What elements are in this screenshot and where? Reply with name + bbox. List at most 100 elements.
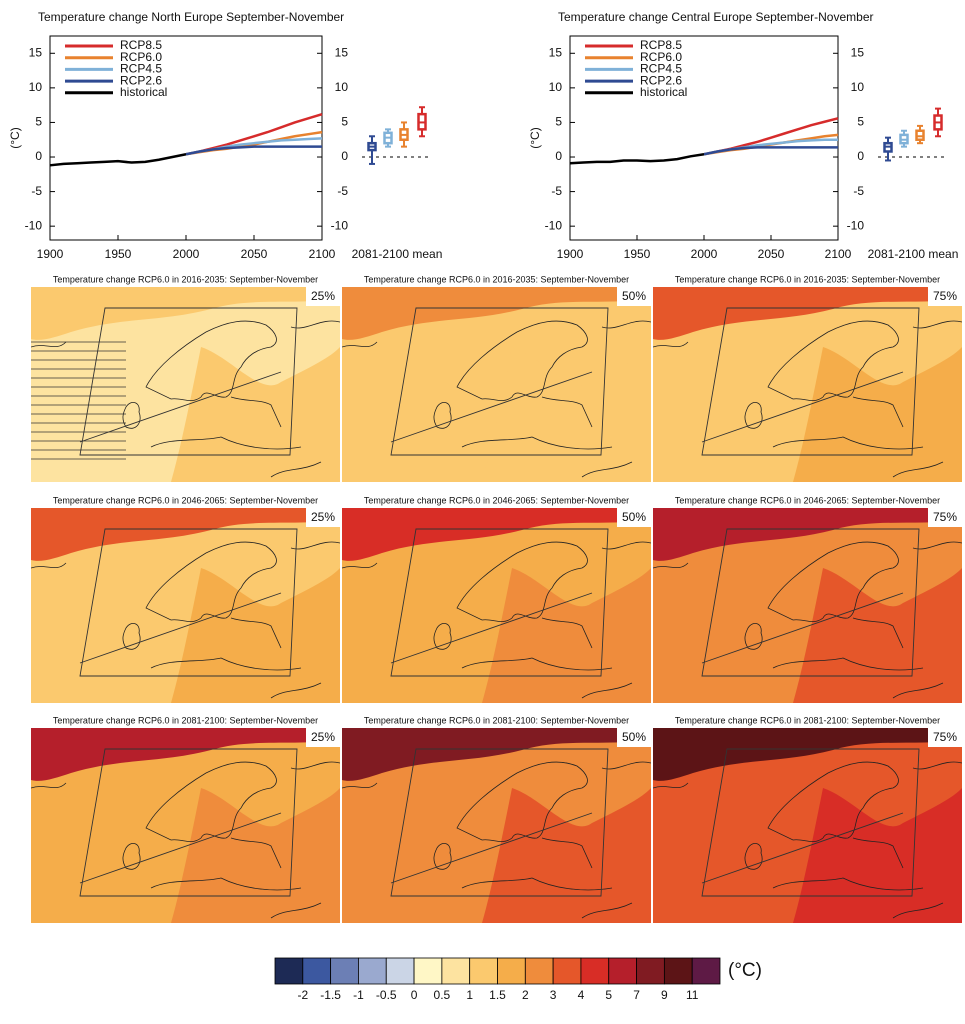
y-tick-label: 10 — [549, 80, 563, 94]
percentile-label: 75% — [933, 289, 957, 303]
legend-label: RCP8.5 — [120, 38, 162, 52]
map-east-region — [482, 347, 651, 482]
x-tick-label: 2000 — [173, 247, 200, 261]
map-north-band — [342, 728, 651, 781]
map-title: Temperature change RCP6.0 in 2016-2035: … — [364, 274, 629, 284]
map-title: Temperature change RCP6.0 in 2016-2035: … — [675, 274, 940, 284]
colorbar-tick-label: 1.5 — [489, 988, 506, 1002]
colorbar-swatch — [441, 957, 471, 985]
map-content — [31, 728, 340, 923]
colorbar-swatch — [274, 957, 304, 985]
coastline — [31, 761, 340, 919]
colorbar-swatch — [636, 957, 665, 985]
map-east-region — [793, 568, 962, 703]
map-title: Temperature change RCP6.0 in 2081-2100: … — [53, 715, 318, 725]
map-content — [31, 508, 340, 703]
map-content — [342, 728, 651, 923]
x-tick-label: 1900 — [37, 247, 64, 261]
colorbar-swatch — [691, 957, 721, 985]
coastline — [342, 320, 651, 478]
map-north-band — [653, 508, 962, 561]
percentile-box — [617, 508, 651, 527]
coastline — [342, 761, 651, 919]
colorbar-swatch — [358, 957, 387, 985]
colorbar-swatch — [580, 957, 610, 985]
region-box — [701, 307, 920, 456]
colorbar-unit: (°C) — [728, 960, 762, 981]
y2-tick-label: -5 — [337, 184, 348, 198]
region-box — [79, 528, 298, 677]
colorbar-swatch — [663, 957, 693, 985]
map-title: Temperature change RCP6.0 in 2046-2065: … — [364, 495, 629, 505]
region-divider — [701, 371, 904, 443]
colorbar-tick-label: -1.5 — [320, 988, 341, 1002]
coastline — [31, 541, 340, 699]
map-content — [342, 508, 651, 703]
map-north-band — [653, 728, 962, 781]
coastline — [31, 320, 340, 478]
y-tick-label: 0 — [35, 149, 42, 163]
map-panel: 75% — [653, 508, 962, 703]
y-tick-label: 0 — [555, 149, 562, 163]
map-north-band — [342, 508, 651, 561]
coastline — [653, 320, 962, 478]
percentile-label: 25% — [311, 510, 335, 524]
y2-tick-label: 10 — [851, 80, 865, 94]
x-tick-label: 2000 — [691, 247, 718, 261]
coastline — [653, 761, 962, 919]
region-divider — [390, 371, 593, 443]
x-tick-label: 2100 — [825, 247, 852, 261]
region-box — [390, 307, 609, 456]
map-east-region — [793, 347, 962, 482]
percentile-label: 50% — [622, 289, 646, 303]
colorbar-tick-label: 0.5 — [434, 988, 451, 1002]
coastline — [342, 541, 651, 699]
y2-tick-label: 15 — [851, 45, 865, 59]
y2-tick-label: 0 — [857, 149, 864, 163]
y-tick-label: 10 — [29, 80, 43, 94]
map-panel: 25% — [31, 508, 340, 703]
x-tick-label: 2050 — [758, 247, 785, 261]
box-axis-label: 2081-2100 mean — [868, 247, 959, 261]
region-divider — [79, 371, 282, 443]
map-panel: 75% — [653, 728, 962, 923]
colorbar-tick-label: 4 — [578, 988, 585, 1002]
colorbar-tick-label: 2 — [522, 988, 529, 1002]
y-axis-label: (°C) — [528, 127, 542, 148]
percentile-label: 50% — [622, 730, 646, 744]
y-tick-label: 15 — [29, 45, 43, 59]
region-divider — [701, 812, 904, 884]
map-content — [342, 287, 651, 482]
map-content — [653, 287, 962, 482]
percentile-label: 25% — [311, 730, 335, 744]
x-tick-label: 2100 — [309, 247, 336, 261]
map-content — [653, 728, 962, 923]
map-panel: 25% — [31, 728, 340, 923]
percentile-box — [617, 728, 651, 747]
colorbar-swatch — [385, 957, 415, 985]
region-divider — [701, 592, 904, 664]
legend-label: historical — [120, 85, 167, 99]
percentile-label: 75% — [933, 510, 957, 524]
colorbar-swatch — [302, 957, 332, 985]
x-tick-label: 1950 — [624, 247, 651, 261]
percentile-box — [928, 287, 962, 306]
y-tick-label: -10 — [25, 218, 43, 232]
region-divider — [390, 592, 593, 664]
colorbar-tick-label: 1 — [466, 988, 473, 1002]
map-title: Temperature change RCP6.0 in 2046-2065: … — [675, 495, 940, 505]
map-panel: 75% — [653, 287, 962, 482]
legend-label: RCP8.5 — [640, 38, 682, 52]
legend-label: RCP2.6 — [120, 73, 162, 87]
colorbar-tick-label: 0 — [411, 988, 418, 1002]
series-line — [703, 146, 838, 156]
y2-tick-label: 5 — [341, 115, 348, 129]
percentile-box — [617, 287, 651, 306]
colorbar-tick-label: 7 — [633, 988, 640, 1002]
percentile-box — [306, 508, 340, 527]
legend-label: RCP4.5 — [120, 62, 162, 76]
y-tick-label: 5 — [35, 115, 42, 129]
box-body — [915, 129, 925, 141]
y-tick-label: 5 — [555, 115, 562, 129]
